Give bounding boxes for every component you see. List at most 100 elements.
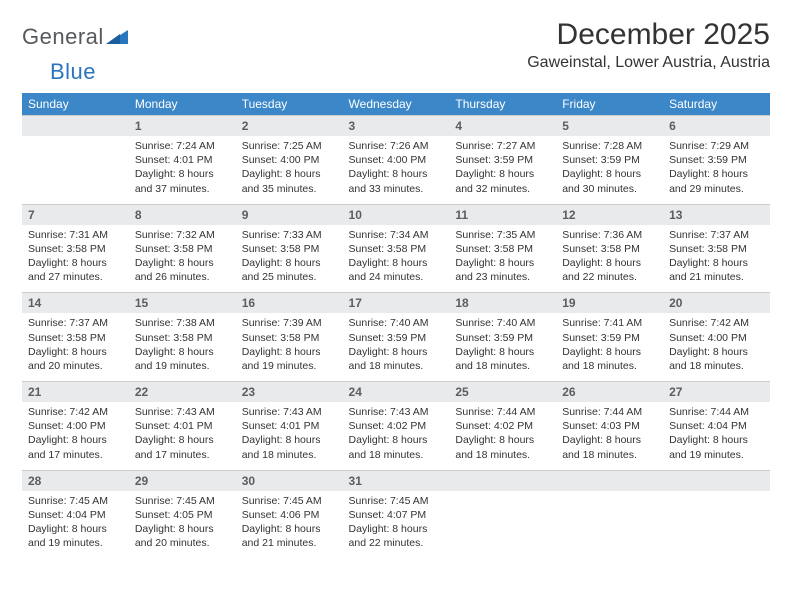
sunset-text: Sunset: 3:58 PM [562,243,640,255]
day-number [449,470,556,491]
day-cell: Sunrise: 7:31 AMSunset: 3:58 PMDaylight:… [22,225,129,293]
daylight-text: Daylight: 8 hours and 18 minutes. [455,346,534,372]
sunrise-text: Sunrise: 7:35 AM [455,229,535,241]
sunset-text: Sunset: 4:03 PM [562,420,640,432]
day-cell: Sunrise: 7:32 AMSunset: 3:58 PMDaylight:… [129,225,236,293]
sunset-text: Sunset: 4:00 PM [242,154,320,166]
day-cell: Sunrise: 7:43 AMSunset: 4:01 PMDaylight:… [129,402,236,470]
day-number: 26 [556,382,663,403]
day-cell: Sunrise: 7:35 AMSunset: 3:58 PMDaylight:… [449,225,556,293]
day-number: 29 [129,470,236,491]
day-number: 3 [343,116,450,137]
sunset-text: Sunset: 4:01 PM [242,420,320,432]
day-number: 16 [236,293,343,314]
day-cell: Sunrise: 7:38 AMSunset: 3:58 PMDaylight:… [129,313,236,381]
sunset-text: Sunset: 4:00 PM [349,154,427,166]
sunset-text: Sunset: 4:01 PM [135,154,213,166]
daylight-text: Daylight: 8 hours and 18 minutes. [455,434,534,460]
day-cell [663,491,770,559]
sunrise-text: Sunrise: 7:33 AM [242,229,322,241]
sunset-text: Sunset: 3:59 PM [349,332,427,344]
day-number-row: 21222324252627 [22,382,770,403]
day-cell: Sunrise: 7:26 AM Sunset: 4:00 PM Daylight:… [343,136,450,204]
day-number: 27 [663,382,770,403]
day-cell: Sunrise: 7:29 AMSunset: 3:59 PMDaylight:… [663,136,770,204]
sunrise-text: Sunrise: 7:39 AM [242,317,322,329]
daylight-text: Daylight: 8 hours and 18 minutes. [562,434,641,460]
sunrise-text: Sunrise: 7:45 AM [349,495,429,507]
daylight-text: Daylight: 8 hours and 24 minutes. [349,257,428,283]
month-title: December 2025 [527,18,770,52]
daylight-text: Daylight: 8 hours and 18 minutes. [349,434,428,460]
sunset-text: Sunset: 3:59 PM [562,154,640,166]
day-number: 8 [129,204,236,225]
day-number: 23 [236,382,343,403]
logo-part1: General [22,24,104,49]
sunrise-text: Sunrise: 7:26 AM [349,140,429,152]
sunset-text: Sunset: 4:07 PM [349,509,427,521]
sunrise-text: Sunrise: 7:41 AM [562,317,642,329]
daylight-text: Daylight: 8 hours and 19 minutes. [669,434,748,460]
sunrise-text: Sunrise: 7:43 AM [135,406,215,418]
sunrise-text: Sunrise: 7:32 AM [135,229,215,241]
daylight-text: Daylight: 8 hours and 21 minutes. [242,523,321,549]
sunrise-text: Sunrise: 7:45 AM [28,495,108,507]
day-number-row: 28293031 [22,470,770,491]
day-number: 2 [236,116,343,137]
sunset-text: Sunset: 3:58 PM [242,332,320,344]
day-number: 28 [22,470,129,491]
day-cell: Sunrise: 7:44 AMSunset: 4:02 PMDaylight:… [449,402,556,470]
day-cell [556,491,663,559]
daylight-text: Daylight: 8 hours and 19 minutes. [28,523,107,549]
day-content-row: Sunrise: 7:24 AMSunset: 4:01 PMDaylight:… [22,136,770,204]
sunset-text: Sunset: 3:59 PM [455,332,533,344]
daylight-text: Daylight: 8 hours and 32 minutes. [455,168,534,194]
daylight-text: Daylight: 8 hours and 19 minutes. [242,346,321,372]
sunset-text: Sunset: 3:58 PM [28,332,106,344]
day-number-row: 123456 [22,116,770,137]
daylight-text: Daylight: 8 hours and 21 minutes. [669,257,748,283]
daylight-text: Daylight: 8 hours and 20 minutes. [135,523,214,549]
dow-row: Sunday Monday Tuesday Wednesday Thursday… [22,93,770,116]
day-number: 18 [449,293,556,314]
day-cell: Sunrise: 7:28 AMSunset: 3:59 PMDaylight:… [556,136,663,204]
sunrise-text: Sunrise: 7:43 AM [242,406,322,418]
sunset-text: Sunset: 4:00 PM [28,420,106,432]
day-content-row: Sunrise: 7:42 AMSunset: 4:00 PMDaylight:… [22,402,770,470]
daylight-text: Daylight: 8 hours and 22 minutes. [349,523,428,549]
day-number-row: 78910111213 [22,204,770,225]
day-number: 1 [129,116,236,137]
day-cell: Sunrise: 7:42 AMSunset: 4:00 PMDaylight:… [22,402,129,470]
sunrise-text: Sunrise: 7:27 AM [455,140,535,152]
day-cell: Sunrise: 7:40 AMSunset: 3:59 PMDaylight:… [449,313,556,381]
day-cell: Sunrise: 7:44 AM Sunset: 4:03 PM Daylight:… [556,402,663,470]
sunset-text: Sunset: 3:59 PM [455,154,533,166]
dow-tue: Tuesday [236,93,343,116]
daylight-text: Daylight: 8 hours and 29 minutes. [669,168,748,194]
daylight-text: Daylight: 8 hours and 33 minutes. [349,168,428,194]
sunrise-text: Sunrise: 7:44 AM [562,406,642,418]
day-number: 5 [556,116,663,137]
sunrise-text: Sunrise: 7:29 AM [669,140,749,152]
sunset-text: Sunset: 4:05 PM [135,509,213,521]
sunset-text: Sunset: 4:04 PM [28,509,106,521]
sunset-text: Sunset: 3:58 PM [455,243,533,255]
dow-fri: Friday [556,93,663,116]
day-number: 11 [449,204,556,225]
day-cell: Sunrise: 7:43 AMSunset: 4:01 PMDaylight:… [236,402,343,470]
daylight-text: Daylight: 8 hours and 35 minutes. [242,168,321,194]
sunset-text: Sunset: 4:00 PM [669,332,747,344]
day-cell: Sunrise: 7:45 AM Sunset: 4:04 PM Daylight:… [22,491,129,559]
sunrise-text: Sunrise: 7:44 AM [455,406,535,418]
day-cell: Sunrise: 7:34 AMSunset: 3:58 PMDaylight:… [343,225,450,293]
sunrise-text: Sunrise: 7:40 AM [349,317,429,329]
day-number: 30 [236,470,343,491]
dow-sun: Sunday [22,93,129,116]
day-cell: Sunrise: 7:45 AMSunset: 4:05 PMDaylight:… [129,491,236,559]
day-number: 17 [343,293,450,314]
calendar-page: General Blue December 2025 Gaweinstal, L… [0,0,792,612]
sunset-text: Sunset: 4:02 PM [349,420,427,432]
day-number: 19 [556,293,663,314]
day-content-row: Sunrise: 7:31 AMSunset: 3:58 PMDaylight:… [22,225,770,293]
day-cell: Sunrise: 7:25 AMSunset: 4:00 PMDaylight:… [236,136,343,204]
